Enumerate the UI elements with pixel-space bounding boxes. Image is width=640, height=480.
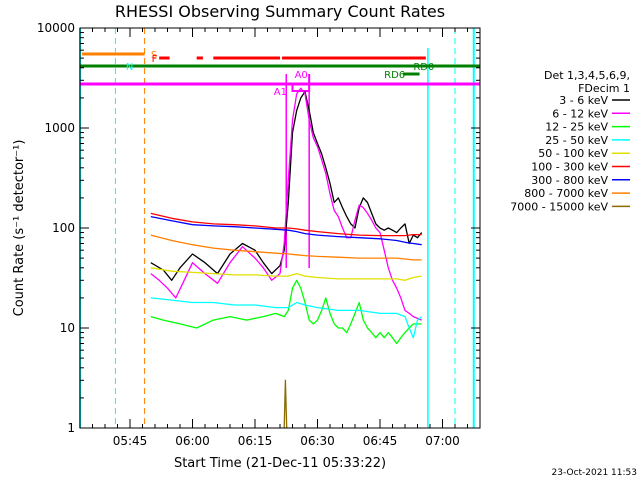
legend-header: FDecim 1 bbox=[578, 82, 630, 95]
status-bar-label: A1 bbox=[274, 87, 287, 98]
axes: 1 10 100 1000 10000 05:45 06:00 06:15 06:30 06:45… bbox=[37, 21, 481, 448]
x-tick-label: 05:45 bbox=[113, 434, 148, 448]
y-tick-label: 1000 bbox=[44, 121, 75, 135]
legend-entry-label: 12 - 25 keV bbox=[545, 121, 608, 134]
series-line-3 bbox=[150, 279, 422, 345]
x-tick-label: 07:00 bbox=[425, 434, 460, 448]
legend-entry-label: 6 - 12 keV bbox=[552, 107, 608, 120]
series-line-1 bbox=[150, 91, 423, 281]
x-axis-label: Start Time (21-Dec-11 05:33:22) bbox=[174, 456, 386, 471]
status-bar-label: S bbox=[151, 50, 157, 61]
series-line-5 bbox=[150, 267, 422, 281]
legend-entry-label: 300 - 800 keV bbox=[531, 174, 608, 187]
legend-entry-label: 800 - 7000 keV bbox=[524, 187, 608, 200]
series-line-8 bbox=[150, 234, 422, 261]
status-bars: S N F RD0 RD6 A1 A0 bbox=[79, 28, 480, 428]
y-tick-label: 1 bbox=[67, 421, 75, 435]
legend-entry-label: 100 - 300 keV bbox=[531, 161, 608, 174]
legend-entry-label: 3 - 6 keV bbox=[559, 94, 608, 107]
status-bar-label: N bbox=[126, 62, 133, 73]
y-axis-label: Count Rate (s⁻¹ detector⁻¹) bbox=[12, 140, 27, 317]
legend-entry-label: 50 - 100 keV bbox=[538, 147, 608, 160]
legend-entry-label: 25 - 50 keV bbox=[545, 134, 608, 147]
legend-entry-label: 7000 - 15000 keV bbox=[510, 200, 608, 213]
x-tick-label: 06:15 bbox=[238, 434, 273, 448]
plot-frame bbox=[79, 27, 481, 429]
x-tick-label: 06:45 bbox=[363, 434, 398, 448]
x-tick-label: 06:00 bbox=[175, 434, 210, 448]
series-lines bbox=[150, 87, 423, 429]
y-tick-label: 10000 bbox=[37, 21, 75, 35]
y-tick-label: 100 bbox=[52, 221, 75, 235]
legend-header: Det 1,3,4,5,6,9, bbox=[544, 69, 630, 82]
series-line-4 bbox=[150, 297, 423, 339]
series-line-9 bbox=[283, 379, 288, 429]
status-bar-label: F bbox=[152, 54, 158, 65]
status-bar-label: RD0 bbox=[413, 62, 434, 73]
footer-timestamp: 23-Oct-2021 11:53 bbox=[552, 468, 637, 478]
series-line-6 bbox=[150, 212, 422, 237]
x-tick-label: 06:30 bbox=[300, 434, 335, 448]
series-line-2 bbox=[150, 87, 422, 321]
status-bar-label: RD6 bbox=[384, 70, 405, 81]
chart-title: RHESSI Observing Summary Count Rates bbox=[115, 2, 445, 21]
y-tick-label: 10 bbox=[60, 321, 75, 335]
status-bar-label: A0 bbox=[295, 70, 308, 81]
series-line-7 bbox=[150, 215, 422, 246]
